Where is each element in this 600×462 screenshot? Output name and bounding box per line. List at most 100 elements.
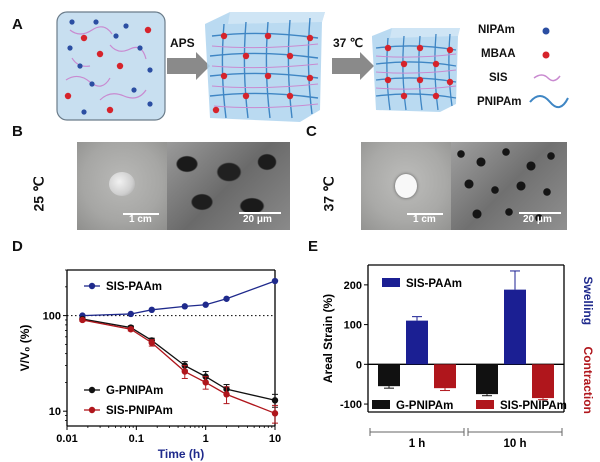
y-axis-label: Areal Strain (%): [321, 294, 335, 383]
legend-swatch: [476, 400, 494, 409]
nipam-dot: [89, 81, 95, 87]
mbaa-dot: [242, 92, 250, 100]
legend-marker: [88, 406, 96, 414]
mbaa-dot: [286, 52, 294, 60]
mbaa-dot: [220, 72, 228, 80]
mbaa-dot: [416, 44, 424, 52]
mbaa-dot: [416, 76, 424, 84]
data-point-sis-pnipam: [148, 339, 155, 346]
y-axis-label: V/V₀ (%): [18, 325, 32, 372]
legend-label: SIS-PAAm: [106, 281, 162, 293]
bar-sis-paam: [406, 320, 428, 365]
mbaa-dot: [384, 44, 392, 52]
legend-nipam-label: NIPAm: [478, 24, 515, 36]
nipam-dot: [81, 109, 87, 115]
legend-marker: [88, 282, 96, 290]
category-label: 10 h: [503, 438, 526, 450]
x-tick-label: 10: [269, 433, 281, 445]
hydrogel-sample: [109, 172, 135, 196]
y-tick-label: 10: [49, 406, 61, 418]
panel-a-schematic: [56, 11, 569, 122]
y-tick-label: 100: [344, 320, 362, 332]
mbaa-dot: [96, 50, 104, 58]
mbaa-dot: [400, 60, 408, 68]
mbaa-dot: [384, 76, 392, 84]
legend-pnipam-label: PNIPAm: [477, 96, 522, 108]
hydrogel-sample-opaque: [395, 174, 417, 198]
data-point-sis-pnipam: [127, 326, 135, 333]
data-point-sis-pnipam: [223, 391, 230, 398]
legend-swatch: [372, 400, 390, 409]
panel-letter-d: D: [12, 238, 23, 255]
panel-c-temperature: 37 ℃: [320, 176, 337, 212]
scale-label-photo-c: 1 cm: [413, 214, 436, 225]
mbaa-dot: [242, 52, 250, 60]
mbaa-dot: [106, 106, 114, 114]
category-label: 1 h: [409, 438, 426, 450]
mbaa-dot: [446, 78, 454, 86]
nipam-dot: [123, 23, 129, 29]
bar-g-pnipam: [476, 364, 498, 395]
mbaa-dot: [432, 92, 440, 100]
scalebar-sem-b: [239, 212, 281, 214]
nipam-dot: [113, 33, 119, 39]
panel-letter-a: A: [12, 16, 23, 33]
arrow-aps-label: APS: [170, 36, 195, 50]
x-tick-label: 1: [203, 433, 209, 445]
mbaa-dot: [144, 26, 152, 34]
panel-letter-b: B: [12, 123, 23, 140]
bar-sis-pnipam: [532, 364, 554, 399]
nipam-dot: [137, 45, 143, 51]
panel-d-chart: 0.01 0.1 1 10 10 100 Time (h) V/V₀ (%) SIS-PAAm G…: [18, 269, 281, 461]
mbaa-dot: [264, 32, 272, 40]
y-tick-label: 100: [43, 311, 61, 323]
legend-sis-label: SIS: [489, 72, 508, 84]
data-point-sis-pnipam: [79, 316, 86, 324]
arrow-37c: [332, 52, 374, 80]
data-point-sis-paam: [202, 301, 209, 308]
x-tick-label: 0.01: [56, 433, 77, 445]
contraction-label: Contraction: [581, 347, 595, 414]
y-tick-label: -100: [340, 399, 362, 411]
y-tick-label: 200: [344, 280, 362, 292]
arrow-aps: [167, 52, 210, 80]
swelling-label: Swelling: [581, 276, 595, 325]
data-point-sis-paam: [127, 310, 135, 318]
mbaa-dot: [306, 74, 314, 82]
legend-swatch: [382, 278, 400, 287]
legend-mbaa-label: MBAA: [481, 48, 516, 60]
bar-sis-paam: [504, 289, 526, 365]
network-cube-small: [372, 28, 460, 112]
data-point-sis-pnipam: [181, 368, 188, 375]
mbaa-dot: [220, 32, 228, 40]
mbaa-dot: [306, 34, 314, 42]
panel-letter-c: C: [306, 123, 317, 140]
panel-b-temperature: 25 ℃: [30, 176, 47, 212]
scalebar-photo-b: [123, 213, 159, 215]
bar-sis-pnipam: [434, 364, 456, 389]
panel-b-sem-image: 20 μm: [167, 142, 290, 230]
mbaa-dot: [446, 46, 454, 54]
mbaa-dot: [286, 92, 294, 100]
panel-c-photo: 1 cm: [361, 142, 451, 230]
nipam-dot: [67, 45, 73, 51]
scalebar-photo-c: [407, 213, 443, 215]
scale-label-photo-b: 1 cm: [129, 214, 152, 225]
nipam-dot: [131, 87, 137, 93]
nipam-dot: [77, 63, 83, 69]
sis-curve-icon: [533, 74, 561, 82]
mbaa-dot: [432, 60, 440, 68]
panel-e-chart: -100 0 100 200 Areal Strain (%) 1 h 10 h SIS-PA…: [321, 264, 595, 450]
legend-label: SIS-PNIPAm: [500, 400, 567, 412]
data-point-sis-paam: [148, 306, 155, 314]
legend-label: G-PNIPAm: [396, 400, 453, 412]
panel-b-photo: 1 cm: [77, 142, 167, 230]
pnipam-curve-icon: [529, 95, 569, 109]
panel-c-sem-image: 20 μm: [451, 142, 567, 230]
network-cube-large: [205, 12, 325, 122]
arrow-37c-label: 37 ℃: [333, 36, 364, 50]
mbaa-dot-icon: [542, 51, 550, 59]
legend-label: SIS-PNIPAm: [106, 405, 173, 417]
bar-g-pnipam: [378, 364, 400, 387]
scale-label-sem-c: 20 μm: [523, 214, 552, 225]
